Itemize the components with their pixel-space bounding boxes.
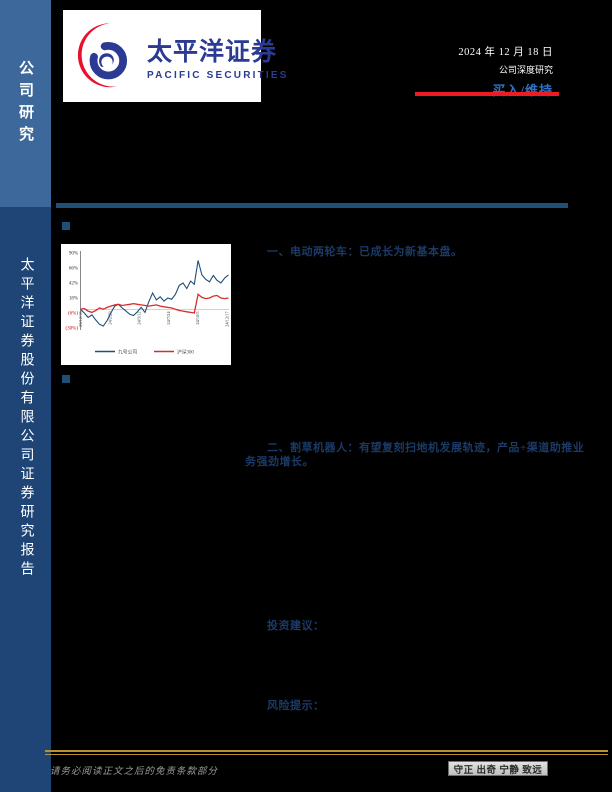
chart-x-tick-labels: 23/12/18 24/2/29 24/5/12 24/7/24 24/10/5 24/1… bbox=[78, 311, 230, 327]
series-line-company bbox=[80, 260, 229, 327]
chart-box: 90% 66% 42% 18% (6%) (30%) 23/12/18 24/2/29 24/… bbox=[61, 244, 231, 365]
rating-badge: 买入/维持 bbox=[492, 83, 553, 98]
footer-disclaimer: 请务必阅读正文之后的免责条款部分 bbox=[50, 767, 219, 777]
report-type: 公司深度研究 bbox=[498, 65, 553, 75]
chart-y-tick-labels: 90% 66% 42% 18% (6%) (30%) bbox=[66, 252, 79, 332]
svg-text:24/5/12: 24/5/12 bbox=[137, 312, 142, 325]
sidebar-category-label: 公司研究 bbox=[17, 59, 33, 148]
svg-text:24/7/24: 24/7/24 bbox=[166, 311, 171, 325]
svg-text:(30%): (30%) bbox=[66, 327, 79, 332]
logo-blue-ring bbox=[89, 41, 128, 80]
chart-legend: 九号公司 沪深300 bbox=[95, 349, 194, 356]
report-date: 2024 年 12 月 18 日 bbox=[458, 47, 553, 58]
logo-name-en: PACIFIC SECURITIES bbox=[147, 69, 289, 81]
section-point-2: 二、割草机器人：有望复刻扫地机发展轨迹，产品+渠道助推业务强劲增长。 bbox=[245, 442, 585, 468]
pacific-securities-logo-icon bbox=[77, 23, 128, 88]
footer-motto-box: 守正 出奇 宁静 致远 bbox=[448, 761, 548, 776]
section-advice-label: 投资建议： bbox=[267, 620, 325, 632]
svg-text:24/10/5: 24/10/5 bbox=[195, 312, 200, 325]
bullet-square-icon bbox=[62, 222, 70, 230]
bullet-square-icon bbox=[62, 375, 70, 383]
svg-text:66%: 66% bbox=[69, 267, 78, 272]
sidebar-company-panel: 太平洋证券股份有限公司证券研究报告 bbox=[0, 207, 51, 792]
logo-name-cn: 太平洋证券 bbox=[147, 38, 278, 66]
section-divider-bar bbox=[56, 203, 568, 208]
section-point-1: 一、电动两轮车：已成长为新基本盘。 bbox=[267, 246, 463, 258]
svg-text:24/12/17: 24/12/17 bbox=[225, 311, 230, 327]
legend-label-company: 九号公司 bbox=[118, 349, 137, 356]
sidebar-company-label: 太平洋证券股份有限公司证券研究报告 bbox=[18, 257, 34, 580]
svg-text:23/12/18: 23/12/18 bbox=[78, 312, 83, 327]
svg-text:90%: 90% bbox=[69, 252, 78, 257]
sidebar-category-panel: 公司研究 bbox=[0, 0, 51, 207]
footer-gold-line-thin bbox=[45, 754, 608, 755]
section-risk-label: 风险提示： bbox=[267, 700, 325, 712]
performance-chart: 90% 66% 42% 18% (6%) (30%) 23/12/18 24/2/29 24/… bbox=[66, 251, 230, 356]
svg-text:24/2/29: 24/2/29 bbox=[107, 312, 112, 325]
footer-gold-line bbox=[45, 750, 608, 752]
legend-label-index: 沪深300 bbox=[177, 349, 194, 356]
logo-box: 太平洋证券 PACIFIC SECURITIES bbox=[63, 10, 286, 102]
header-meta: 2024 年 12 月 18 日 公司深度研究 买入/维持 bbox=[458, 44, 553, 99]
logo-swirl bbox=[99, 53, 114, 67]
svg-text:42%: 42% bbox=[69, 282, 78, 287]
series-line-index bbox=[80, 293, 229, 314]
rating-underline bbox=[415, 92, 559, 96]
footer-motto: 守正 出奇 宁静 致远 bbox=[453, 765, 543, 776]
svg-text:(6%): (6%) bbox=[68, 312, 78, 317]
svg-text:18%: 18% bbox=[69, 297, 78, 302]
